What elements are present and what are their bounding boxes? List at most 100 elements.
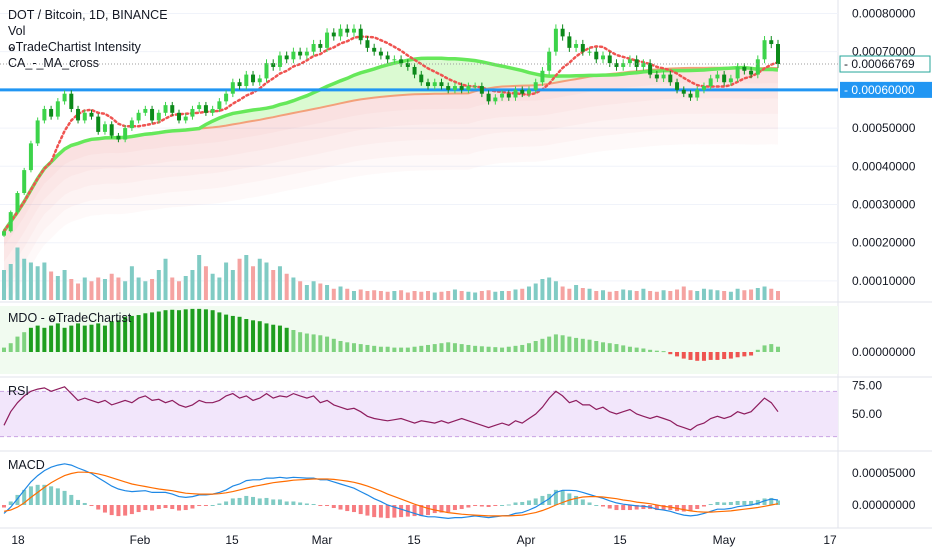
volume-bar-83: [560, 286, 565, 300]
candle-47: [318, 44, 323, 48]
macd-hist-bar-13: [89, 505, 94, 507]
volume-bar-43: [291, 277, 296, 300]
mdo-bar-13: [89, 324, 94, 352]
candle-63: [426, 82, 431, 87]
candle-95: [641, 63, 646, 67]
mdo-bar-84: [567, 336, 572, 352]
x-axis-label-8: 17: [823, 533, 837, 547]
macd-line: [3, 463, 779, 520]
macd-pane-label[interactable]: MACD: [8, 458, 45, 472]
volume-bar-61: [412, 291, 417, 300]
volume-bar-38: [257, 258, 262, 300]
volume-bar-65: [439, 291, 444, 300]
candle-17: [116, 135, 121, 140]
macd-hist-bar-107: [722, 502, 727, 505]
ma-cross-legend[interactable]: CA_-_MA_cross: [8, 56, 99, 70]
volume-bar-99: [668, 291, 673, 300]
macd-hist-bar-21: [143, 505, 148, 511]
price-tick-label-6: 0.00010000: [852, 274, 916, 288]
candle-51: [345, 28, 350, 33]
volume-bar-69: [466, 291, 471, 300]
candle-64: [432, 82, 437, 87]
macd-hist-bar-16: [109, 505, 114, 516]
macd-hist-bar-109: [735, 500, 740, 505]
candle-31: [210, 108, 215, 113]
macd-hist-bar-97: [654, 505, 659, 511]
volume-bar-44: [298, 281, 303, 300]
volume-bar-8: [55, 276, 60, 300]
rsi-pane-label[interactable]: RSI: [8, 384, 29, 398]
macd-hist-bar-85: [574, 495, 579, 505]
macd-hist-bar-66: [446, 505, 451, 513]
macd-hist-bar-112: [755, 499, 760, 505]
volume-bar-108: [728, 291, 733, 300]
mdo-bar-25: [170, 309, 175, 352]
candle-6: [42, 108, 47, 121]
macd-hist-bar-87: [587, 502, 592, 505]
candle-62: [419, 74, 424, 83]
mdo-bar-49: [331, 338, 336, 352]
candle-90: [607, 55, 612, 64]
intensity-legend[interactable]: ⱺTradeChartist Intensity: [8, 40, 141, 54]
volume-bar-114: [769, 288, 774, 300]
mdo-bar-99: [668, 352, 673, 355]
macd-hist-bar-24: [163, 505, 168, 509]
macd-hist-bar-12: [82, 502, 87, 505]
x-axis-label-3: Mar: [312, 533, 333, 547]
mdo-bar-53: [358, 344, 363, 352]
macd-hist-bar-101: [681, 505, 686, 512]
candle-9: [62, 93, 67, 102]
mdo-bar-15: [102, 325, 107, 352]
macd-histogram: [2, 484, 780, 519]
macd-hist-bar-23: [156, 505, 161, 510]
mdo-bar-66: [446, 342, 451, 352]
candle-series: [2, 24, 780, 237]
mdo-pane-label[interactable]: MDO - ⱺTradeChartist: [8, 311, 132, 325]
volume-bar-72: [486, 290, 491, 300]
mdo-bar-82: [553, 334, 558, 352]
candle-54: [365, 40, 370, 48]
candle-50: [338, 28, 343, 37]
candle-40: [271, 63, 276, 67]
mdo-bar-68: [459, 344, 464, 352]
volume-bar-92: [621, 289, 626, 300]
macd-hist-bar-111: [749, 500, 754, 505]
vol-legend[interactable]: Vol: [8, 24, 26, 38]
candle-94: [634, 59, 639, 67]
mdo-bar-58: [392, 347, 397, 352]
volume-bar-42: [284, 273, 289, 300]
candle-72: [486, 93, 491, 102]
volume-bar-103: [695, 291, 700, 300]
macd-hist-bar-80: [540, 495, 545, 505]
mdo-bar-6: [42, 327, 47, 352]
mdo-bar-86: [580, 338, 585, 352]
mdo-bar-107: [722, 352, 727, 360]
price-tick-label-0: 0.00080000: [852, 6, 916, 20]
mdo-bar-36: [244, 319, 249, 352]
macd-hist-bar-3: [22, 489, 27, 505]
candle-108: [728, 78, 733, 83]
candle-12: [82, 112, 87, 121]
candle-89: [601, 55, 606, 60]
candle-100: [675, 82, 680, 90]
macd-hist-bar-42: [284, 501, 289, 505]
volume-bar-70: [473, 292, 478, 300]
mdo-bar-19: [129, 315, 134, 352]
macd-hist-bar-71: [479, 505, 484, 507]
mdo-bar-100: [675, 352, 680, 357]
macd-hist-bar-106: [715, 501, 720, 505]
candle-39: [264, 63, 269, 79]
mdo-bar-12: [82, 325, 87, 352]
volume-bar-16: [109, 273, 114, 300]
mdo-bar-56: [378, 346, 383, 352]
mdo-bar-47: [318, 335, 323, 352]
x-axis-label-6: 15: [613, 533, 627, 547]
mdo-bar-51: [345, 342, 350, 352]
volume-bar-41: [277, 266, 282, 300]
volume-bar-66: [446, 291, 451, 300]
candle-10: [69, 93, 74, 109]
candle-59: [399, 59, 404, 64]
candle-80: [540, 70, 545, 83]
